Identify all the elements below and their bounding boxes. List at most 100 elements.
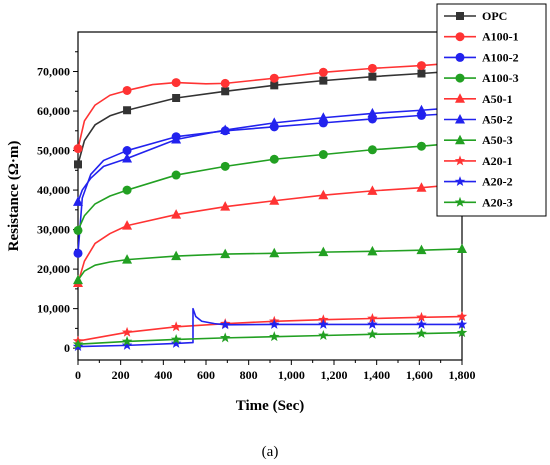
data-point — [220, 124, 231, 135]
x-axis-title: Time (Sec) — [236, 398, 304, 414]
data-point — [416, 328, 427, 338]
data-point — [121, 326, 133, 337]
legend-swatch-marker — [454, 176, 466, 187]
data-point — [219, 319, 231, 330]
series-a100-1 — [73, 57, 467, 154]
series-line — [77, 112, 463, 254]
y-tick-label: 30,000 — [37, 223, 70, 237]
series-line — [77, 69, 463, 165]
data-point — [416, 311, 427, 322]
data-point — [457, 243, 467, 253]
data-point — [367, 63, 377, 73]
data-point — [318, 112, 329, 122]
y-tick-label: 20,000 — [37, 262, 70, 276]
y-tick-label: 10,000 — [37, 302, 70, 316]
series-a20-3 — [72, 327, 468, 349]
legend-swatch-marker — [455, 32, 465, 42]
data-point — [417, 69, 426, 78]
data-point — [269, 331, 280, 342]
y-axis-ticks: 0 10,000 20,000 30,000 40,000 50,000 60,000 70,… — [37, 51, 78, 355]
data-point — [319, 76, 328, 85]
data-point — [121, 339, 133, 350]
data-point — [72, 338, 84, 349]
series-a50-2 — [73, 101, 467, 206]
legend-label: A20-3 — [482, 195, 513, 209]
legend-swatch-marker — [454, 196, 466, 207]
data-point — [456, 327, 468, 338]
series-line — [77, 331, 463, 345]
data-point — [318, 67, 328, 77]
data-point — [220, 78, 230, 88]
x-tick-label: 0 — [75, 368, 81, 382]
data-point — [269, 318, 280, 329]
legend-swatch-marker — [455, 52, 465, 62]
legend: OPC A100-1 A100-2 A100-3 A50-1 A50-2 A50-3 A20-… — [436, 3, 547, 217]
x-tick-label: 200 — [112, 368, 130, 382]
data-point — [220, 161, 230, 171]
series-a100-3 — [73, 138, 467, 235]
data-point — [367, 318, 378, 329]
series-line — [77, 183, 463, 284]
legend-label: A20-2 — [482, 175, 513, 189]
data-point — [122, 85, 132, 95]
data-point — [122, 146, 132, 156]
data-point — [121, 335, 133, 346]
data-point — [269, 73, 279, 83]
data-point — [171, 78, 181, 88]
legend-label: A20-1 — [482, 154, 513, 168]
data-point — [367, 185, 378, 195]
legend-swatch-marker — [455, 93, 465, 103]
data-point — [73, 248, 83, 258]
legend-item: A20-3 — [444, 195, 513, 209]
series-a50-3 — [73, 243, 467, 285]
legend-label: A50-1 — [482, 92, 513, 106]
data-point — [367, 313, 378, 323]
data-point — [170, 321, 182, 332]
data-point — [367, 245, 378, 256]
y-tick-label: 70,000 — [37, 65, 70, 79]
legend-swatch-marker — [454, 155, 466, 166]
x-tick-label: 600 — [197, 368, 215, 382]
legend-swatch-marker — [456, 12, 464, 20]
data-point — [416, 104, 427, 115]
legend-label: OPC — [482, 9, 507, 23]
y-tick-label: 40,000 — [37, 183, 70, 197]
data-point — [221, 87, 230, 96]
data-point — [73, 225, 83, 235]
data-point — [269, 247, 280, 258]
legend-item: A50-2 — [444, 113, 513, 127]
legend-item: A100-1 — [444, 30, 519, 44]
x-tick-label: 1,200 — [321, 368, 348, 382]
legend-box — [436, 3, 547, 217]
data-point — [318, 318, 329, 329]
legend-label: A100-2 — [482, 50, 519, 64]
data-point — [416, 182, 427, 192]
data-point — [269, 117, 280, 127]
data-point — [73, 274, 83, 285]
data-point — [170, 337, 182, 348]
y-tick-label: 50,000 — [37, 144, 70, 158]
data-point — [122, 185, 132, 195]
legend-item: A100-3 — [444, 71, 519, 85]
legend-swatch-marker — [455, 114, 465, 124]
data-point — [416, 318, 427, 329]
y-axis-title: Resistance (Ω·m) — [6, 141, 22, 252]
data-point — [122, 254, 133, 264]
series-line — [77, 106, 463, 203]
data-point — [73, 196, 83, 206]
series-layer — [72, 57, 468, 352]
data-point — [367, 328, 378, 339]
x-tick-label: 1,000 — [278, 368, 305, 382]
data-point — [172, 93, 181, 102]
data-point — [171, 170, 181, 180]
data-point — [171, 209, 182, 219]
legend-swatch-marker — [455, 134, 465, 145]
data-point — [367, 107, 378, 118]
data-point — [318, 189, 329, 200]
data-point — [220, 201, 231, 211]
data-point — [270, 81, 279, 90]
series-a20-1 — [72, 311, 468, 346]
series-a20-2 — [72, 307, 468, 352]
series-line — [77, 248, 463, 281]
